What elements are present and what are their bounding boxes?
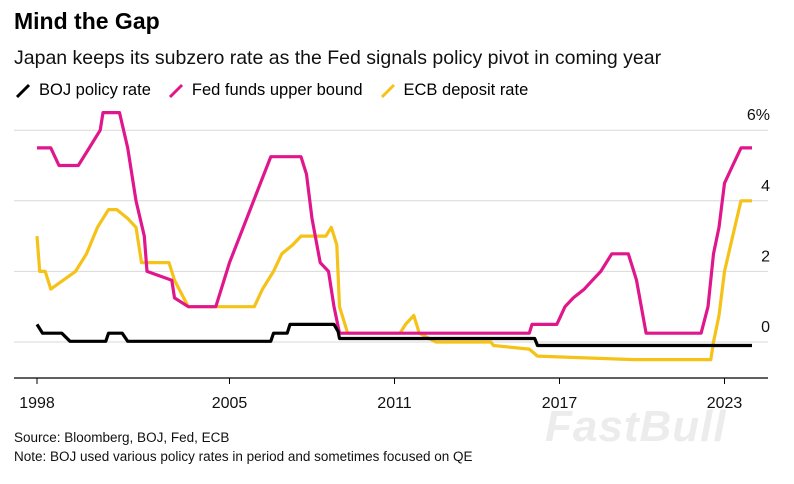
chart-title: Mind the Gap [14, 8, 160, 34]
x-tick-label: 2005 [212, 395, 248, 412]
watermark-logo: FastBull [545, 402, 727, 451]
chart-subtitle: Japan keeps its subzero rate as the Fed … [14, 47, 662, 69]
legend-swatch-fed [168, 83, 183, 98]
series-line-ecb [35, 199, 752, 362]
chart-source: Source: Bloomberg, BOJ, Fed, ECB [14, 430, 230, 445]
series-line-fed [37, 111, 752, 335]
legend-label-ecb: ECB deposit rate [403, 81, 529, 99]
legend-swatch-boj [15, 83, 31, 98]
y-tick-label: 2 [761, 248, 770, 265]
legend-item-ecb: ECB deposit rate [379, 81, 529, 100]
chart-note: Note: BOJ used various policy rates in p… [14, 449, 473, 464]
legend-item-fed: Fed funds upper bound [167, 81, 363, 100]
series-line-boj [35, 322, 752, 348]
legend-label-fed: Fed funds upper bound [191, 81, 363, 99]
y-tick-label: 6% [747, 107, 770, 124]
x-tick-label: 2017 [542, 395, 578, 412]
legend-swatch-ecb [380, 83, 395, 98]
x-tick-label: 2023 [707, 395, 743, 412]
x-tick-label: 2011 [377, 395, 412, 412]
x-tick-label: 1998 [19, 395, 55, 412]
legend-item-boj: BOJ policy rate [14, 81, 151, 100]
y-tick-label: 0 [761, 319, 770, 336]
legend-label-boj: BOJ policy rate [39, 81, 151, 99]
y-tick-label: 4 [761, 178, 770, 195]
chart-legend: BOJ policy rate Fed funds upper bound EC… [14, 81, 544, 100]
